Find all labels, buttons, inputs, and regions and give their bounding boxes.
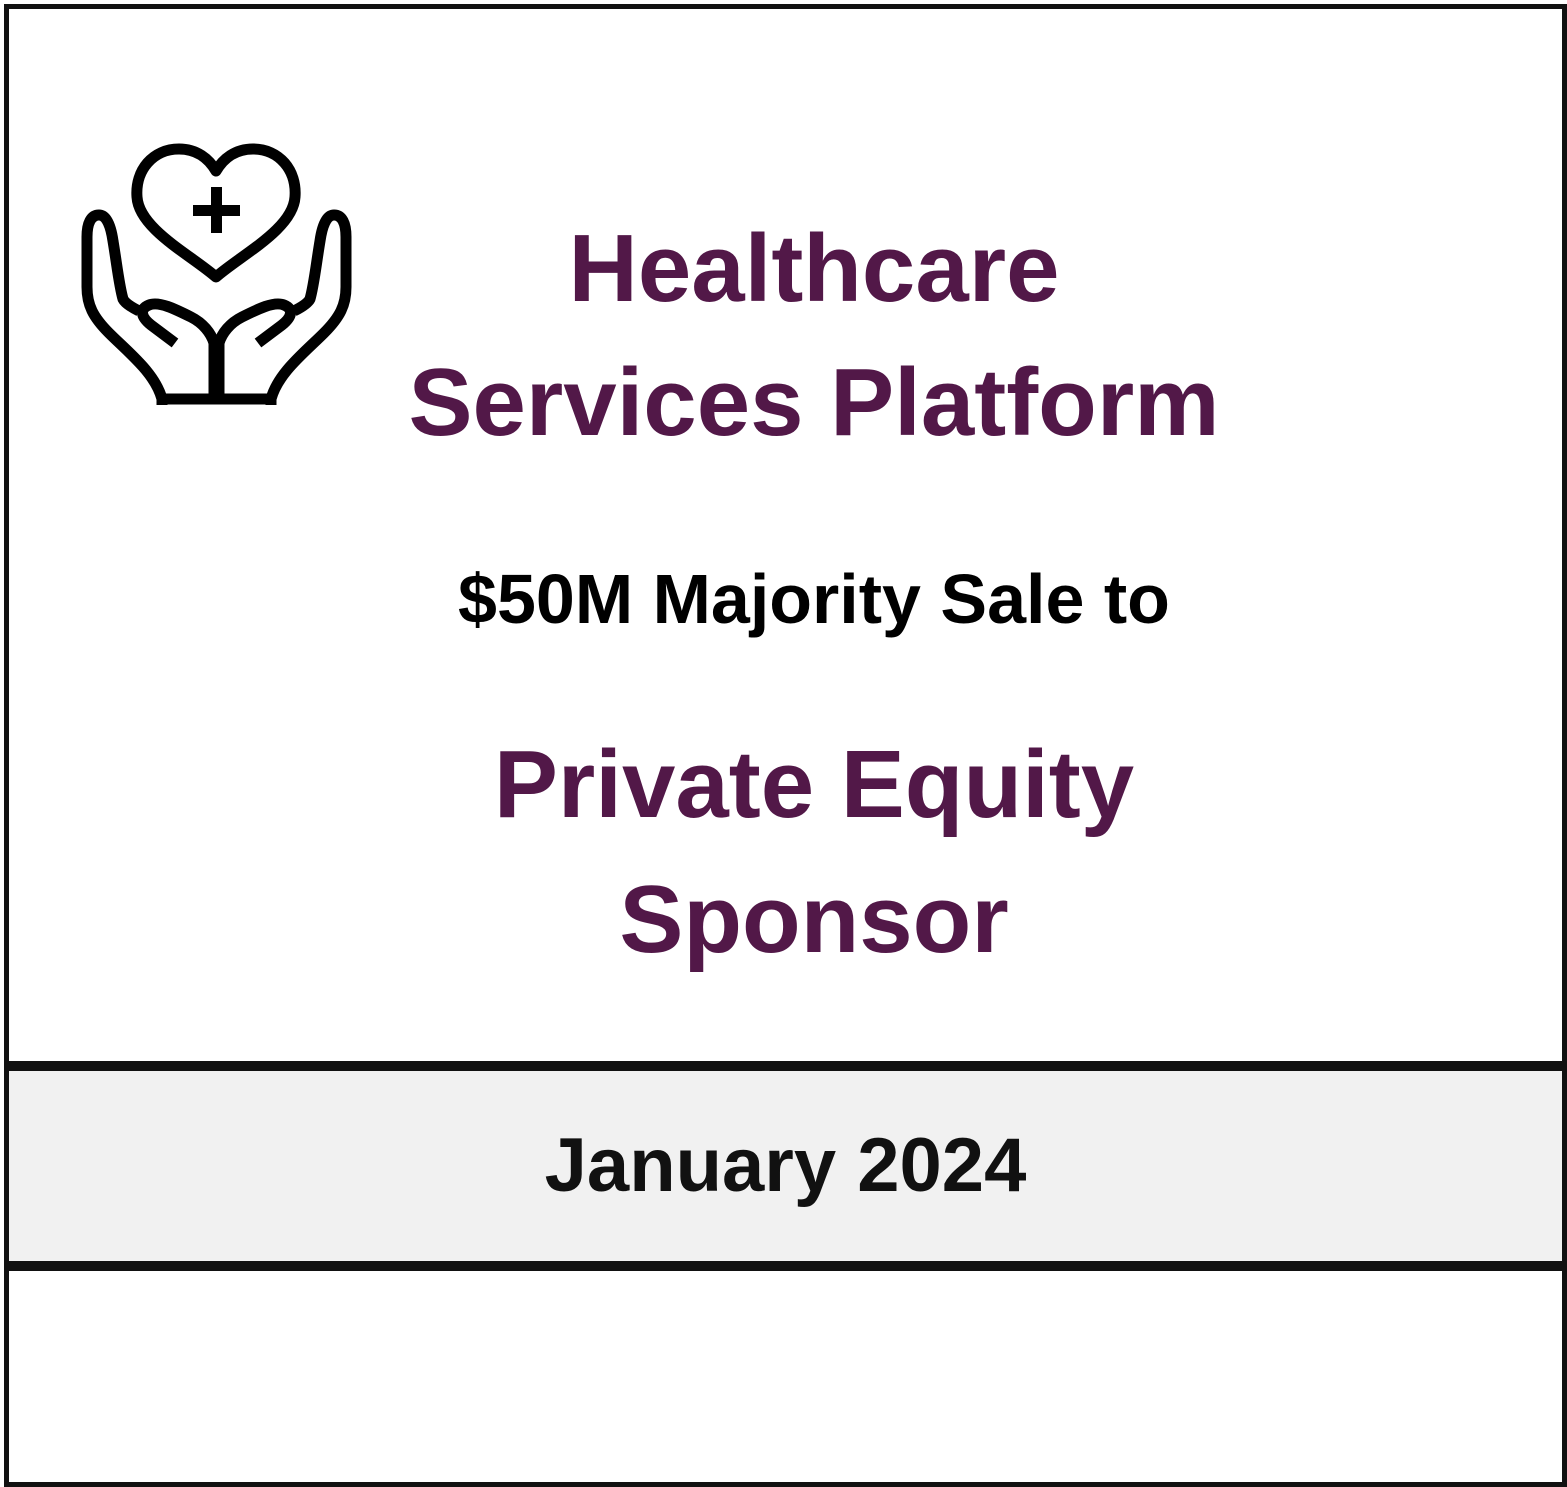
date-band: January 2024 <box>9 1071 1562 1261</box>
card-footer <box>9 1271 1562 1482</box>
tombstone-card: Healthcare Services Platform $50M Majori… <box>4 4 1567 1487</box>
buyer-line-2: Sponsor <box>619 866 1009 973</box>
heart-hands-icon <box>81 143 352 405</box>
title-line-1: Healthcare <box>568 215 1060 322</box>
buyer-line-1: Private Equity <box>493 731 1135 838</box>
transaction-description: $50M Majority Sale to <box>458 560 1170 638</box>
divider-bottom <box>9 1261 1562 1271</box>
transaction-date: January 2024 <box>544 1123 1027 1208</box>
divider-top <box>9 1061 1562 1071</box>
title-line-2: Services Platform <box>408 349 1220 456</box>
card-body: Healthcare Services Platform $50M Majori… <box>9 9 1562 1066</box>
